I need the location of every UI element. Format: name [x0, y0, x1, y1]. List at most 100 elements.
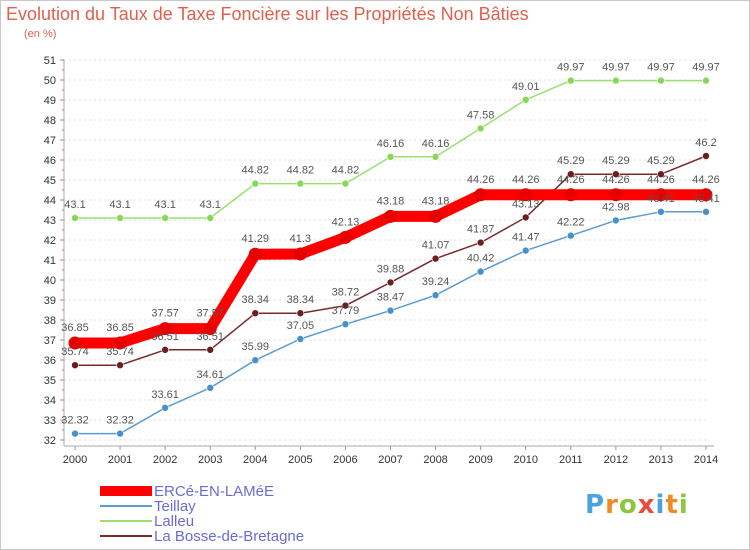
data-label: 38.34 [287, 294, 315, 306]
data-point [431, 254, 440, 263]
data-point [521, 246, 530, 255]
data-label: 35.99 [242, 341, 270, 353]
data-label: 39.88 [377, 263, 405, 275]
y-tick-label: 32 [44, 435, 56, 447]
data-label: 44.82 [332, 165, 360, 177]
data-point [702, 76, 710, 85]
data-label: 46.2 [695, 137, 716, 149]
data-point [203, 322, 217, 336]
data-point [521, 213, 530, 222]
data-label: 41.07 [422, 240, 450, 252]
legend-swatch [100, 486, 152, 496]
data-label: 42.13 [332, 216, 360, 228]
data-point [386, 153, 395, 161]
data-point [657, 76, 665, 85]
data-point [296, 335, 305, 343]
data-point [699, 188, 713, 202]
legend-swatch [100, 535, 152, 537]
logo-letter: t [665, 490, 679, 520]
legend-label: ERCé-EN-LAMéE [154, 483, 275, 500]
y-tick-label: 46 [44, 155, 56, 167]
y-tick-label: 51 [44, 55, 56, 67]
data-label: 34.61 [196, 369, 224, 381]
data-point [612, 170, 620, 178]
data-label: 43.1 [64, 199, 85, 211]
x-tick-label: 2005 [288, 454, 312, 466]
data-point [657, 170, 665, 178]
y-tick-label: 39 [44, 295, 56, 307]
data-label: 32.32 [61, 415, 89, 427]
data-label: 38.72 [332, 287, 360, 299]
y-tick-label: 42 [44, 235, 56, 247]
data-point [161, 403, 169, 412]
data-label: 49.97 [602, 62, 630, 74]
data-point [386, 306, 395, 315]
data-point [296, 179, 305, 188]
logo-letter: r [605, 490, 619, 520]
data-label: 44.26 [647, 174, 675, 186]
data-point [161, 345, 169, 354]
x-tick-label: 2011 [559, 454, 583, 466]
x-tick-label: 2007 [378, 454, 402, 466]
y-tick-label: 36 [44, 355, 56, 367]
data-label: 49.97 [692, 62, 720, 74]
data-point [251, 309, 260, 318]
x-tick-label: 2010 [513, 454, 537, 466]
data-label: 41.47 [512, 232, 540, 244]
data-label: 38.47 [377, 292, 405, 304]
data-point [206, 214, 215, 222]
data-label: 46.16 [422, 138, 450, 150]
legend-swatch [100, 505, 152, 507]
data-point [612, 216, 620, 225]
data-point [341, 179, 350, 188]
data-point [474, 188, 488, 202]
data-point [431, 153, 440, 161]
y-tick-label: 37 [44, 335, 56, 347]
data-point [116, 214, 124, 222]
data-label: 44.82 [242, 165, 270, 177]
data-label: 41.29 [242, 233, 270, 245]
data-label: 44.82 [287, 165, 315, 177]
data-point [338, 230, 352, 244]
x-tick-label: 2014 [694, 454, 718, 466]
x-tick-label: 2004 [243, 454, 267, 466]
data-label: 49.97 [647, 62, 675, 74]
data-point [158, 322, 172, 336]
y-tick-label: 49 [44, 95, 56, 107]
x-tick-label: 2003 [198, 454, 222, 466]
data-label: 43.18 [422, 195, 450, 207]
legend-label: Lalleu [154, 513, 195, 530]
data-point [384, 209, 397, 223]
data-point [293, 247, 307, 261]
y-tick-label: 34 [44, 395, 56, 407]
data-point [251, 179, 260, 188]
data-label: 44.26 [602, 174, 630, 186]
data-label: 44.26 [557, 174, 585, 186]
data-point [612, 76, 620, 85]
data-point [476, 238, 485, 247]
data-label: 44.26 [512, 174, 540, 186]
data-point [206, 383, 215, 392]
data-label: 43.1 [154, 199, 175, 211]
data-point [251, 356, 260, 365]
data-label: 37.05 [287, 320, 315, 332]
data-point [476, 267, 485, 276]
logo-letter: i [655, 490, 666, 520]
data-point [566, 231, 575, 240]
data-point [429, 209, 443, 223]
data-label: 39.24 [422, 276, 450, 288]
data-label: 33.61 [151, 389, 179, 401]
data-label: 41.3 [290, 233, 311, 245]
y-tick-label: 48 [44, 115, 56, 127]
data-point [702, 152, 710, 160]
data-point [341, 320, 350, 329]
y-tick-label: 50 [44, 75, 56, 87]
y-tick-label: 35 [44, 375, 56, 387]
x-tick-label: 2013 [649, 454, 673, 466]
data-label: 43.1 [109, 199, 130, 211]
logo-letter: o [618, 490, 638, 520]
data-point [609, 188, 623, 202]
x-tick-label: 2006 [333, 454, 357, 466]
